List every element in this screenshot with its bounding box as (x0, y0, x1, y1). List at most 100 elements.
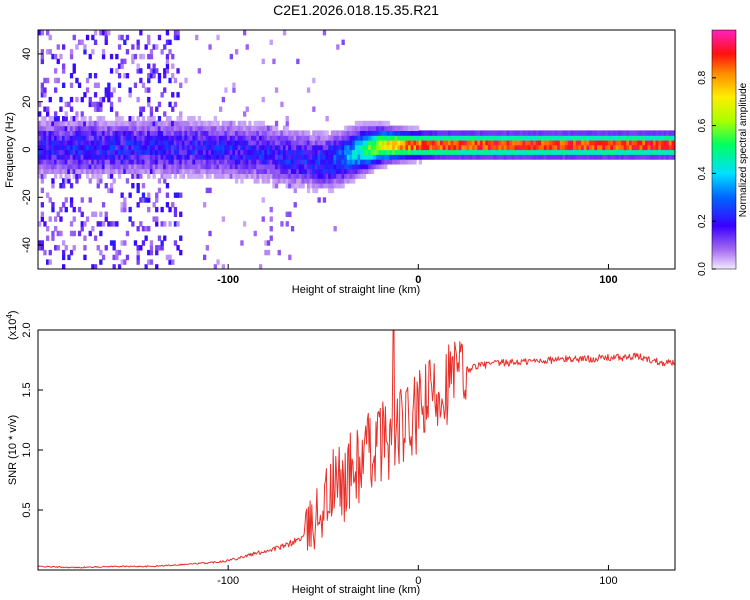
spectrogram-cell (503, 154, 508, 160)
spectrogram-cell (272, 144, 276, 151)
spectrogram-cell (503, 144, 508, 151)
spectrogram-cell (139, 144, 143, 151)
spectrogram-cell (112, 168, 116, 174)
spectrogram-cell (541, 144, 545, 151)
spectrogram-cell (77, 168, 82, 174)
spectrogram-cell (333, 168, 337, 174)
spectrogram-cell (179, 111, 183, 117)
spectrogram-cell (88, 168, 92, 174)
spectrogram-cell (187, 139, 191, 146)
spectrogram-cell (40, 154, 44, 160)
spectrogram-cell (85, 159, 90, 165)
spectrogram-cell (139, 30, 143, 36)
spectrogram-cell (591, 139, 595, 146)
spectrogram-cell (85, 168, 90, 174)
spectrogram-cell (203, 154, 207, 160)
spectrogram-cell (645, 135, 649, 141)
spectrogram-cell (176, 168, 180, 174)
spectrogram-cell (141, 53, 146, 60)
spectrogram-cell (69, 73, 74, 79)
spectrogram-cell (144, 125, 148, 131)
spectrogram-cell (251, 125, 255, 131)
spectrogram-cell (144, 149, 148, 155)
spectrogram-cell (402, 149, 406, 155)
spectrogram-cell (109, 92, 114, 98)
spectrogram-cell (181, 120, 186, 127)
spectrogram-cell (157, 154, 162, 160)
spectrogram-cell (51, 168, 55, 174)
spectrogram-cell (245, 168, 249, 174)
spectrogram-cell (357, 159, 361, 165)
spectrogram-cell (578, 149, 582, 155)
spectrogram-cell (565, 135, 569, 141)
spectrogram-cell (322, 178, 327, 184)
spectrogram-cell (365, 120, 369, 127)
spectrogram-cell (205, 173, 209, 179)
spectrogram-cell (112, 254, 116, 261)
spectrogram-x-tick-label: 100 (599, 274, 617, 286)
spectrogram-cell (123, 168, 127, 174)
spectrogram-cell (562, 130, 566, 136)
spectrogram-cell (623, 139, 627, 146)
spectrogram-cell (187, 116, 191, 122)
snr-point (408, 425, 410, 427)
spectrogram-cell (245, 159, 249, 165)
spectrogram-cell (312, 183, 316, 189)
spectrogram-cell (293, 168, 297, 174)
spectrogram-cell (72, 230, 76, 237)
spectrogram-cell (514, 130, 518, 136)
spectrogram-cell (645, 144, 649, 151)
spectrogram-cell (306, 87, 311, 93)
spectrogram-cell (621, 149, 625, 155)
spectrogram-cell (168, 116, 172, 122)
spectrogram-cell (54, 111, 58, 117)
spectrogram-cell (405, 130, 409, 136)
spectrogram-cell (131, 135, 135, 141)
spectrogram-cell (141, 197, 146, 203)
spectrogram-cell (586, 149, 590, 155)
spectrogram-cell (64, 144, 68, 151)
spectrogram-cell (38, 125, 42, 131)
spectrogram-cell (426, 135, 430, 141)
spectrogram-cell (362, 144, 367, 151)
spectrogram-cell (43, 92, 47, 98)
spectrogram-cell (349, 154, 353, 160)
spectrogram-cell (469, 130, 473, 136)
spectrogram-cell (248, 120, 252, 127)
spectrogram-cell (338, 168, 343, 174)
spectrogram-cell (394, 125, 398, 131)
spectrogram-cell (440, 149, 444, 155)
spectrogram-cell (54, 226, 58, 232)
spectrogram-cell (522, 135, 526, 141)
spectrogram-cell (51, 135, 55, 141)
spectrogram-cell (312, 149, 316, 155)
spectrogram-cell (344, 149, 348, 155)
spectrogram-cell (527, 144, 532, 151)
spectrogram-cell (83, 245, 87, 251)
spectrogram-cell (328, 183, 332, 189)
spectrogram-cell (75, 154, 79, 160)
spectrogram-cell (296, 144, 300, 151)
spectrogram-cell (117, 163, 122, 170)
spectrogram-cell (645, 149, 649, 155)
spectrogram-cell (173, 168, 178, 174)
spectrogram-cell (171, 139, 175, 146)
snr-point (113, 566, 115, 568)
spectrogram-cell (253, 154, 257, 160)
spectrogram-cell (285, 130, 289, 136)
spectrogram-cell (163, 68, 167, 74)
spectrogram-cell (304, 144, 308, 151)
spectrogram-cell (530, 130, 534, 136)
spectrogram-cell (43, 154, 47, 160)
spectrogram-cell (264, 168, 268, 174)
spectrogram-cell (93, 149, 98, 155)
spectrogram-cell (293, 144, 297, 151)
spectrogram-cell (559, 154, 564, 160)
spectrogram-cell (479, 135, 484, 141)
spectrogram-cell (384, 135, 388, 141)
spectrogram-cell (144, 44, 148, 50)
spectrogram-cell (83, 135, 87, 141)
spectrogram-cell (317, 135, 321, 141)
spectrogram-cell (384, 120, 388, 127)
spectrogram-cell (187, 159, 191, 165)
